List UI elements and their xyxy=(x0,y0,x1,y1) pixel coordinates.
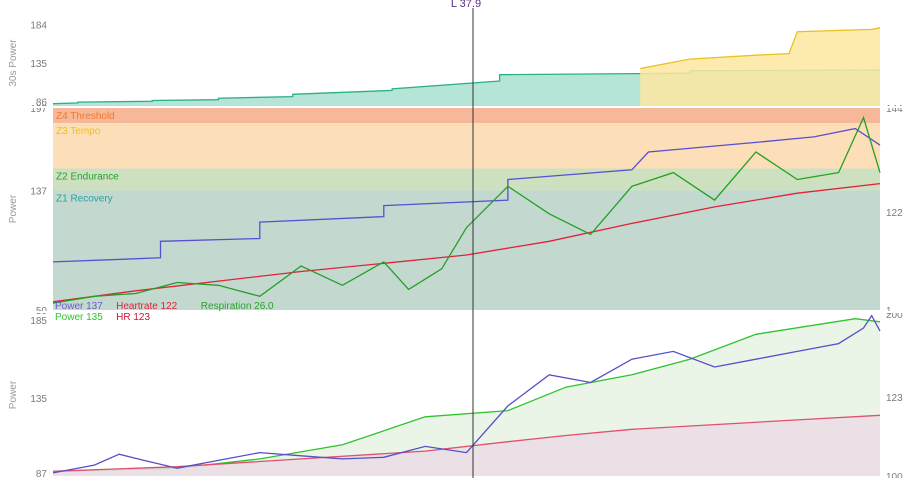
legend-item: Heartrate 122 xyxy=(116,301,178,312)
y-tick-label: 197 xyxy=(30,104,47,115)
zone-band xyxy=(53,123,880,169)
y-tick-label: 184 xyxy=(30,21,47,32)
y2-tick-label: 123 xyxy=(886,393,903,404)
series-line xyxy=(52,127,881,263)
panel-power-zones: Z4 Threshold Z3 Tempo Z2 Endurance Z1 Recov… xyxy=(8,104,903,317)
series-line xyxy=(52,182,881,303)
y2-tick-label: 100 xyxy=(886,472,903,478)
series-area xyxy=(640,27,880,106)
y-axis-title: Power xyxy=(8,194,19,223)
y2-tick-label: 144 xyxy=(886,104,903,115)
cursor-layer[interactable]: L 37.9 xyxy=(451,0,481,478)
y-axis-title: 30s Power xyxy=(8,39,19,87)
series-line xyxy=(52,414,881,472)
cursor-label: L 37.9 xyxy=(451,0,481,10)
zone-label: Z4 Threshold xyxy=(56,111,115,122)
y-tick-label: 135 xyxy=(30,394,47,405)
series-area xyxy=(53,415,880,476)
panel-smoothed: 87 135 185 100 123 200 Power Power 135 HR 123 xyxy=(8,310,903,478)
legend-item: HR 123 xyxy=(116,312,150,323)
y2-tick-label: 122 xyxy=(886,208,903,219)
panel-30s-power: 86 135 184 30s Power xyxy=(8,20,881,108)
series-line xyxy=(640,27,881,70)
y2-tick-label: 200 xyxy=(886,310,903,321)
y-tick-label: 135 xyxy=(30,59,47,70)
series-line xyxy=(52,318,881,472)
legend-item: Power 135 xyxy=(55,312,103,323)
y-axis-title: Power xyxy=(8,380,19,409)
series-line xyxy=(52,314,881,474)
zone-label: Z2 Endurance xyxy=(56,171,119,182)
legend-item: Respiration 26.0 xyxy=(201,301,274,312)
y-tick-label: 137 xyxy=(30,186,47,197)
y-tick-label: 87 xyxy=(36,469,48,478)
legend-item: Power 137 xyxy=(55,301,103,312)
zone-band xyxy=(53,190,880,310)
zone-band xyxy=(53,168,880,191)
series-line xyxy=(52,115,881,304)
series-line xyxy=(52,69,881,105)
zone-band xyxy=(53,108,880,124)
y-tick-label: 185 xyxy=(30,316,47,327)
y-tick-label: 86 xyxy=(36,97,48,108)
zone-label: Z3 Tempo xyxy=(56,126,101,137)
zone-label: Z1 Recovery xyxy=(56,193,113,204)
